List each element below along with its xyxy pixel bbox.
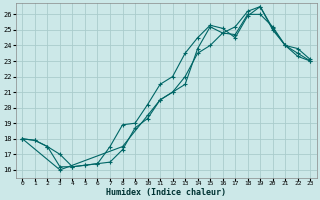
X-axis label: Humidex (Indice chaleur): Humidex (Indice chaleur) bbox=[106, 188, 226, 197]
